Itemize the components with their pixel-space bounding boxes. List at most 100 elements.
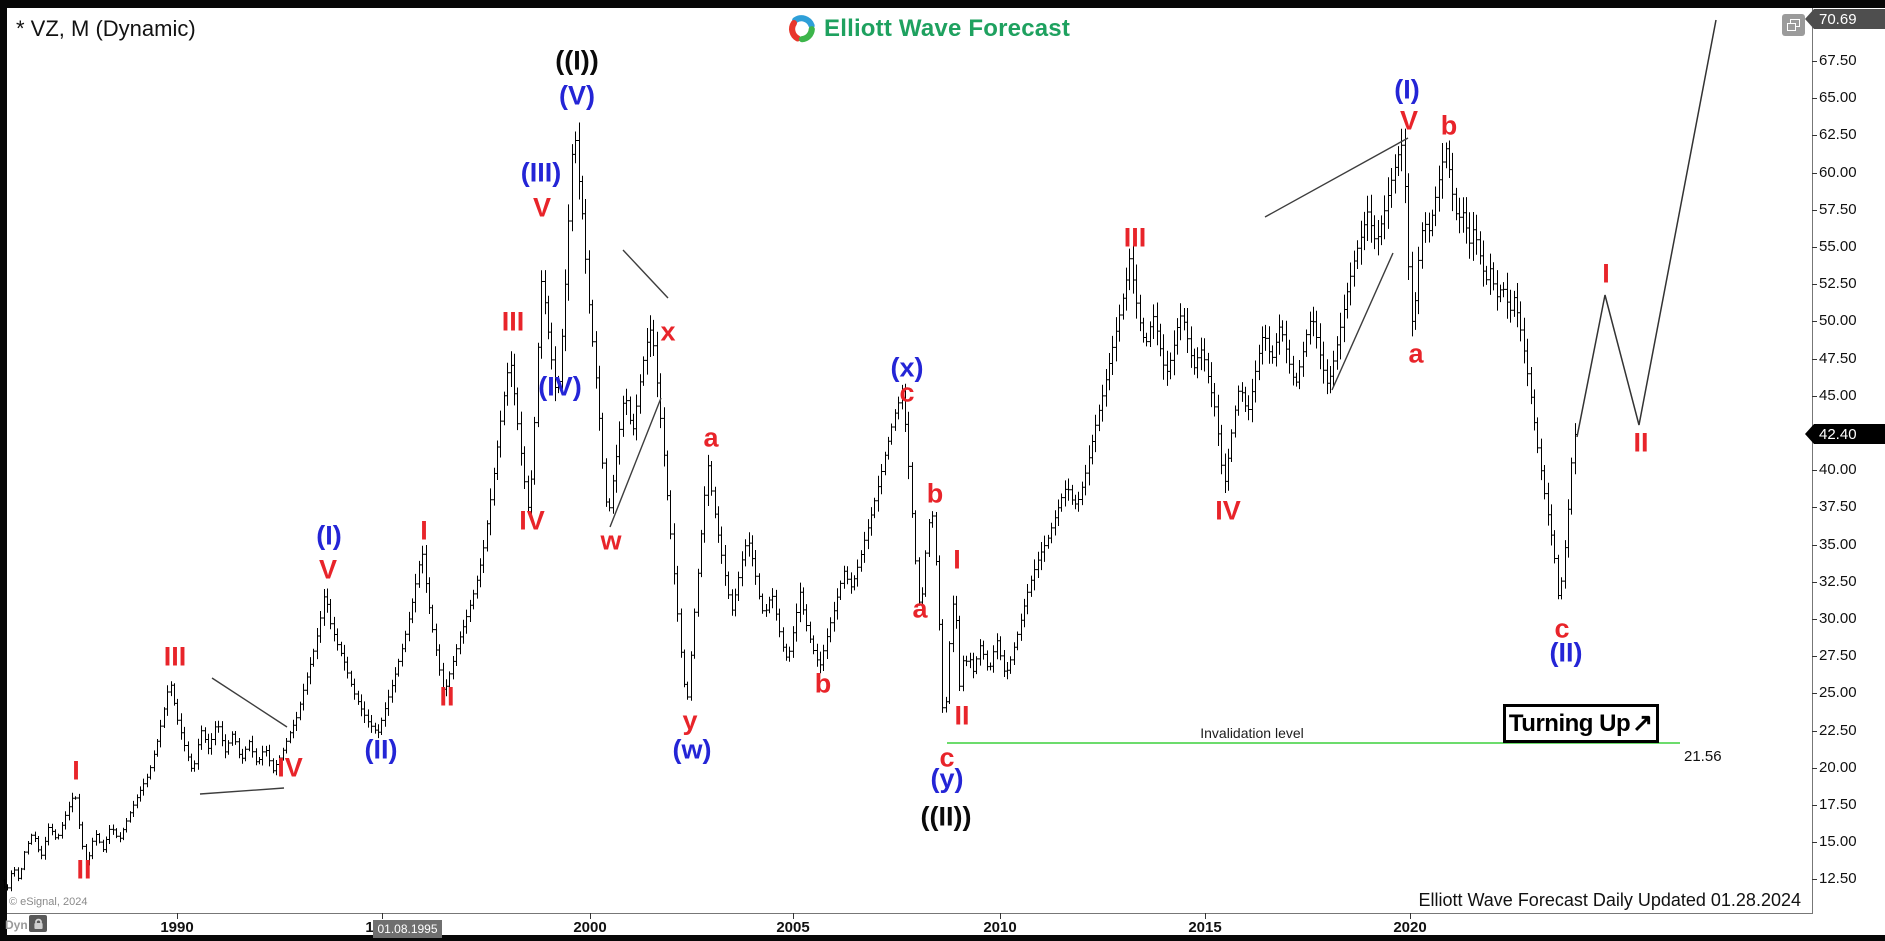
- price-tick-mark: [1812, 98, 1817, 100]
- wave-label: IV: [519, 505, 545, 536]
- price-tick-mark: [1812, 879, 1817, 881]
- invalidation-level-value: 21.56: [1684, 748, 1722, 765]
- update-note: Elliott Wave Forecast Daily Updated 01.2…: [1418, 890, 1801, 910]
- wave-label: a: [1408, 338, 1424, 369]
- wave-label: IV: [277, 752, 303, 783]
- price-axis-divider: [1812, 8, 1813, 913]
- year-tick-label: 2020: [1393, 919, 1427, 936]
- price-tick-mark: [1812, 358, 1817, 360]
- chart-plot-area: [7, 8, 1885, 935]
- wave-label: c: [939, 742, 955, 773]
- price-tag-arrow: [1805, 9, 1814, 29]
- turning-up-callout: Turning Up ↗: [1503, 704, 1659, 743]
- price-tick-label: 67.50: [1819, 52, 1857, 69]
- year-tick-label: 2010: [983, 919, 1017, 936]
- price-tick-mark: [1812, 842, 1817, 844]
- price-tick-label: 30.00: [1819, 610, 1857, 627]
- wave-label: V: [1399, 105, 1419, 136]
- elliott-wave-logo-icon: [786, 13, 817, 44]
- price-tick-mark: [1812, 395, 1817, 397]
- wave-label: ((I)): [555, 45, 599, 76]
- wave-label: b: [926, 478, 944, 509]
- wave-label: III: [501, 306, 525, 337]
- year-tick-mark: [793, 913, 794, 919]
- price-tick-label: 40.00: [1819, 461, 1857, 479]
- brand-title: Elliott Wave Forecast: [824, 14, 1071, 42]
- year-tick-label: 1990: [160, 919, 194, 936]
- wave-label: b: [814, 668, 832, 699]
- wave-label: y: [682, 705, 698, 736]
- wave-label: III: [163, 641, 187, 672]
- year-tick-mark: [382, 913, 383, 919]
- current-price-tag: 42.40: [1805, 424, 1885, 444]
- year-tick-label: 2015: [1188, 919, 1222, 936]
- price-tick-mark: [1812, 470, 1817, 472]
- price-tick-mark: [1812, 507, 1817, 509]
- price-tick-label: 25.00: [1819, 684, 1857, 702]
- wave-label: (I): [1394, 74, 1420, 105]
- price-tick-mark: [1812, 544, 1817, 546]
- price-tick-label: 22.50: [1819, 721, 1857, 739]
- dyn-mode-label[interactable]: Dyn: [5, 918, 28, 932]
- wave-label: I: [1602, 258, 1610, 289]
- price-tick-mark: [1812, 619, 1817, 620]
- price-tag-arrow: [1805, 424, 1814, 444]
- wave-label: w: [600, 525, 622, 556]
- wave-label: b: [1440, 110, 1458, 141]
- wave-label: (V): [559, 80, 595, 111]
- wave-label: V: [532, 192, 552, 223]
- wave-label: (w): [672, 734, 712, 765]
- wave-label: I: [420, 515, 428, 546]
- price-tick-mark: [1812, 209, 1817, 211]
- time-axis-divider: [7, 913, 1813, 914]
- price-tick-label: 52.50: [1819, 275, 1857, 293]
- price-tick-label: 60.00: [1819, 163, 1857, 181]
- price-tick-label: 15.00: [1819, 833, 1857, 851]
- year-tick-mark: [177, 913, 178, 919]
- price-tick-mark: [1812, 656, 1817, 658]
- price-tick-mark: [1812, 730, 1817, 732]
- wave-label: I: [953, 544, 961, 575]
- wave-label: II: [76, 854, 92, 885]
- price-tick-label: 17.50: [1819, 796, 1857, 813]
- wave-label: (x): [890, 352, 924, 383]
- restore-window-icon[interactable]: [1782, 14, 1805, 36]
- price-tick-label: 12.50: [1819, 870, 1857, 888]
- price-tick-label: 27.50: [1819, 647, 1857, 665]
- projected-price-tag: 70.69: [1805, 9, 1885, 29]
- wave-label: I: [72, 755, 80, 786]
- wave-label: II: [1633, 427, 1649, 458]
- wave-label: a: [703, 422, 719, 453]
- year-tick-label: 2000: [573, 919, 607, 936]
- price-tick-label: 20.00: [1819, 758, 1857, 776]
- year-tick-mark: [590, 913, 591, 919]
- turning-up-text: Turning Up: [1508, 709, 1631, 737]
- year-tick-mark: [1205, 913, 1206, 919]
- price-tick-label: 47.50: [1819, 349, 1857, 367]
- year-tick-label: 2005: [776, 919, 810, 936]
- price-tick-mark: [1812, 321, 1817, 323]
- price-tick-mark: [1812, 805, 1817, 806]
- symbol-title: * VZ, M (Dynamic): [16, 16, 196, 41]
- wave-label: (y): [930, 763, 964, 794]
- price-tick-mark: [1812, 581, 1817, 583]
- price-tick-label: 50.00: [1819, 312, 1857, 330]
- wave-label: II: [439, 681, 455, 712]
- wave-label: a: [912, 593, 928, 624]
- price-tick-label: 32.50: [1819, 572, 1857, 590]
- price-tick-mark: [1812, 61, 1817, 62]
- price-tick-label: 57.50: [1819, 200, 1857, 218]
- wave-label: (II): [1549, 637, 1583, 668]
- price-tick-mark: [1812, 172, 1817, 174]
- price-tick-label: 55.00: [1819, 238, 1857, 255]
- price-tick-label: 62.50: [1819, 126, 1857, 144]
- price-tick-mark: [1812, 135, 1817, 137]
- price-tick-mark: [1812, 693, 1817, 695]
- up-right-arrow-icon: ↗: [1632, 709, 1654, 737]
- price-tick-label: 37.50: [1819, 498, 1857, 516]
- lock-icon[interactable]: [29, 915, 47, 932]
- wave-label: IV: [1215, 495, 1241, 526]
- price-tick-label: 35.00: [1819, 535, 1857, 553]
- price-tick-mark: [1812, 767, 1817, 769]
